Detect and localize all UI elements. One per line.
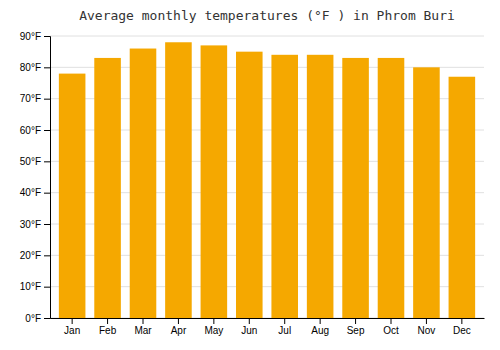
x-axis-line: [51, 318, 485, 319]
y-tick-mark: [44, 67, 50, 68]
y-tick: 20°F: [20, 250, 50, 261]
x-tick: Sep: [347, 318, 365, 336]
x-tick: Apr: [171, 318, 187, 336]
y-tick-label: 50°F: [20, 156, 41, 167]
y-tick: 0°F: [25, 313, 50, 324]
y-tick-label: 90°F: [20, 31, 41, 42]
y-tick-label: 80°F: [20, 62, 41, 73]
y-tick-mark: [44, 99, 50, 100]
grid-line: [50, 36, 484, 37]
y-tick: 40°F: [20, 187, 50, 198]
x-tick-mark: [178, 318, 179, 324]
y-tick-label: 60°F: [20, 125, 41, 136]
y-axis-line: [44, 37, 51, 319]
x-tick-label: Mar: [134, 325, 152, 336]
x-tick: Jan: [64, 318, 80, 336]
bar: [59, 74, 86, 318]
y-tick: 50°F: [20, 156, 50, 167]
x-tick-label: Jul: [278, 325, 291, 336]
y-tick-mark: [44, 255, 50, 256]
y-tick: 10°F: [20, 281, 50, 292]
x-tick: Nov: [418, 318, 436, 336]
x-tick-mark: [143, 318, 144, 324]
title: Average monthly temperatures (°F ) in Ph…: [79, 8, 455, 23]
x-tick: Jun: [241, 318, 257, 336]
x-tick-label: Jun: [241, 325, 257, 336]
y-tick-mark: [44, 193, 50, 194]
x-tick-mark: [213, 318, 214, 324]
x-tick-mark: [107, 318, 108, 324]
bar: [236, 52, 263, 318]
x-tick-label: Jan: [64, 325, 80, 336]
y-tick: 90°F: [20, 31, 50, 42]
y-tick-label: 10°F: [20, 281, 41, 292]
x-tick-label: Nov: [418, 325, 436, 336]
x-tick-label: May: [204, 325, 223, 336]
x-tick-mark: [284, 318, 285, 324]
x-tick-mark: [461, 318, 462, 324]
x-tick-label: Dec: [453, 325, 471, 336]
x-tick-mark: [72, 318, 73, 324]
x-tick-mark: [391, 318, 392, 324]
x-tick-mark: [426, 318, 427, 324]
y-tick: 70°F: [20, 93, 50, 104]
chart: 0°F 10°F 20°F 30°F 40°F 50°F 60°F 70°F 80°F 90°F J…: [0, 0, 500, 350]
x-tick: Oct: [383, 318, 399, 336]
y-tick-label: 20°F: [20, 250, 41, 261]
y-tick: 30°F: [20, 219, 50, 230]
x-tick: Feb: [99, 318, 117, 336]
bar: [449, 77, 476, 318]
y-tick-mark: [44, 161, 50, 162]
x-tick-label: Oct: [383, 325, 399, 336]
bar: [271, 55, 298, 318]
x-tick: May: [204, 318, 223, 336]
bar: [307, 55, 334, 318]
x-tick-mark: [320, 318, 321, 324]
x-tick: Jul: [278, 318, 291, 336]
x-tick-label: Aug: [311, 325, 329, 336]
x-tick: Dec: [453, 318, 471, 336]
y-tick-mark: [44, 224, 50, 225]
x-axis: Jan Feb Mar Apr May Jun Jul Aug Sep Oct Nov Dec: [51, 318, 485, 336]
y-tick-label: 30°F: [20, 219, 41, 230]
bar: [201, 45, 228, 318]
y-tick: 80°F: [20, 62, 50, 73]
bar: [130, 49, 157, 318]
bar: [342, 58, 369, 318]
bar: [165, 42, 192, 318]
grid: [50, 36, 484, 318]
x-tick-mark: [355, 318, 356, 324]
bar: [413, 67, 440, 318]
y-tick-mark: [44, 318, 50, 319]
y-tick-mark: [44, 287, 50, 288]
bar: [378, 58, 405, 318]
x-tick-label: Sep: [347, 325, 365, 336]
x-tick: Aug: [311, 318, 329, 336]
y-tick-label: 40°F: [20, 187, 41, 198]
y-tick-label: 0°F: [25, 313, 41, 324]
x-tick-mark: [249, 318, 250, 324]
y-tick-mark: [44, 36, 50, 37]
x-tick-label: Apr: [171, 325, 187, 336]
plot: 0°F 10°F 20°F 30°F 40°F 50°F 60°F 70°F 80°F 90°F J…: [20, 31, 485, 336]
y-tick-label: 70°F: [20, 93, 41, 104]
x-tick-label: Feb: [99, 325, 117, 336]
y-tick-mark: [44, 130, 50, 131]
x-tick: Mar: [134, 318, 152, 336]
y-tick: 60°F: [20, 125, 50, 136]
bar: [94, 58, 121, 318]
bars: [59, 42, 475, 318]
y-axis: 0°F 10°F 20°F 30°F 40°F 50°F 60°F 70°F 80°F 90°F: [20, 31, 51, 324]
